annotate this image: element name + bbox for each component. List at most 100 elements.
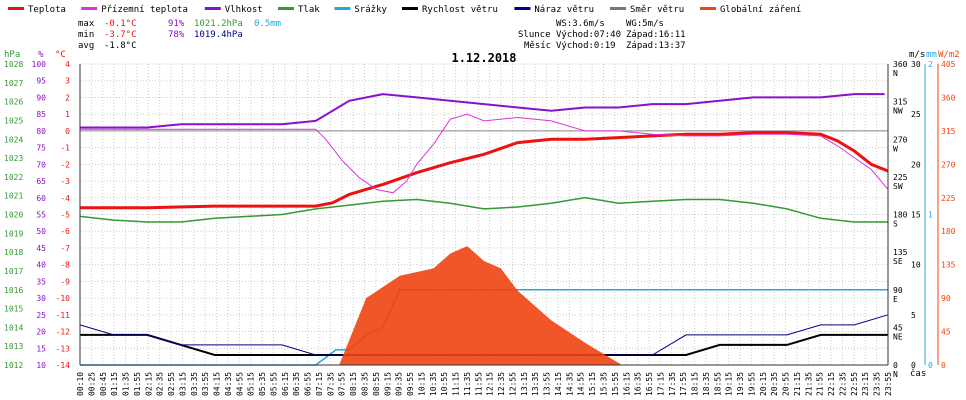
legend-label: Srážky — [354, 5, 387, 15]
wm2-tick-label: 90 — [941, 294, 951, 303]
time-tick-label: 00:45 — [99, 372, 108, 396]
mm-axis-title: mm — [926, 50, 937, 60]
time-tick-label: 15:55 — [611, 372, 620, 396]
stats-min-hum: 78% — [168, 30, 185, 40]
time-tick-label: 13:35 — [531, 372, 540, 396]
time-tick-label: 23:35 — [873, 372, 882, 396]
time-tick-label: 14:55 — [577, 372, 586, 396]
time-tick-label: 03:15 — [178, 372, 187, 396]
dir-tick-label: 360 — [893, 60, 908, 69]
legend-label: Rychlost větru — [422, 5, 498, 15]
pct-tick-label: 30 — [36, 294, 46, 303]
time-tick-label: 09:35 — [395, 372, 404, 396]
degc-tick-label: -13 — [56, 344, 71, 353]
stats-max-temp: -0.1°C — [104, 19, 137, 29]
sunrise-info: Východ:07:40 — [556, 30, 621, 40]
time-tick-label: 08:35 — [361, 372, 370, 396]
degc-tick-label: -6 — [60, 227, 70, 236]
time-tick-label: 11:15 — [452, 372, 461, 396]
time-tick-label: 03:35 — [190, 372, 199, 396]
series-vlhkost — [80, 93, 885, 129]
legend-swatch-Náraz větru — [514, 7, 531, 10]
stats-avg-temp: -1.8°C — [104, 41, 137, 51]
wm2-tick-label: 405 — [941, 60, 956, 69]
time-tick-label: 17:15 — [656, 372, 665, 396]
time-tick-label: 19:55 — [747, 372, 756, 396]
pct-tick-label: 50 — [36, 227, 46, 236]
hpa-tick-label: 1022 — [4, 173, 23, 182]
degc-tick-label: -5 — [60, 211, 70, 220]
pct-tick-label: 40 — [36, 261, 46, 270]
time-tick-label: 08:15 — [349, 372, 358, 396]
wind-speed-info: WS:3.6m/s — [556, 19, 605, 29]
wm2-tick-label: 315 — [941, 127, 956, 136]
dir-tick-label: 315 — [893, 98, 908, 107]
time-tick-label: 09:15 — [383, 372, 392, 396]
dir-tick-label: 270 — [893, 135, 908, 144]
degc-tick-label: 3 — [65, 77, 70, 86]
pct-tick-label: 85 — [36, 110, 46, 119]
ms-tick-label: 20 — [911, 160, 921, 169]
time-tick-label: 06:55 — [304, 372, 313, 396]
hpa-tick-label: 1017 — [4, 267, 23, 276]
moonset-info: Západ:13:37 — [626, 41, 686, 51]
time-tick-label: 14:35 — [565, 372, 574, 396]
mm-tick-label: 1 — [928, 211, 933, 220]
time-tick-label: 01:35 — [122, 372, 131, 396]
degc-tick-label: -7 — [60, 244, 70, 253]
stats-max-label: max — [78, 19, 95, 29]
hpa-tick-label: 1016 — [4, 286, 23, 295]
ms-axis-title: m/s — [909, 50, 925, 60]
sunset-info: Západ:16:11 — [626, 30, 686, 40]
time-tick-label: 13:55 — [543, 372, 552, 396]
time-tick-label: 15:15 — [588, 372, 597, 396]
time-tick-label: 10:55 — [440, 372, 449, 396]
time-tick-label: 00:25 — [87, 372, 96, 396]
wm2-tick-label: 225 — [941, 194, 956, 203]
time-axis-title: čas — [910, 368, 926, 379]
time-tick-label: 04:55 — [235, 372, 244, 396]
time-tick-label: 08:55 — [372, 372, 381, 396]
time-tick-label: 10:15 — [417, 372, 426, 396]
degc-tick-label: -3 — [60, 177, 70, 186]
pct-tick-label: 80 — [36, 127, 46, 136]
dir-compass-label: S — [893, 220, 898, 229]
time-tick-label: 11:55 — [474, 372, 483, 396]
dir-tick-label: 90 — [893, 286, 903, 295]
hpa-tick-label: 1018 — [4, 248, 23, 257]
time-tick-label: 16:15 — [622, 372, 631, 396]
time-tick-label: 20:55 — [782, 372, 791, 396]
dir-tick-label: 135 — [893, 248, 908, 257]
hpa-tick-label: 1015 — [4, 305, 23, 314]
ms-tick-label: 10 — [911, 261, 921, 270]
dir-compass-label: W — [893, 144, 898, 153]
time-tick-label: 12:15 — [486, 372, 495, 396]
mm-tick-label: 2 — [928, 60, 933, 69]
time-tick-label: 12:55 — [508, 372, 517, 396]
stats-block: max -0.1°C 91% 1021.2hPa 0.5mm min -3.7°… — [78, 19, 281, 51]
degc-tick-label: -2 — [60, 160, 70, 169]
hpa-axis-title: hPa — [4, 50, 20, 60]
series-p-zemn-teplota — [80, 113, 889, 194]
degc-tick-label: -9 — [60, 277, 70, 286]
dir-compass-label: N — [893, 69, 898, 78]
moonrise-info: Východ:0:19 — [556, 41, 616, 51]
degc-tick-label: -11 — [56, 311, 71, 320]
hpa-tick-label: 1025 — [4, 116, 23, 125]
legend-label: Náraz větru — [534, 5, 594, 15]
degc-tick-label: -4 — [60, 194, 70, 203]
hpa-tick-label: 1012 — [4, 361, 23, 370]
legend-label: Globální záření — [720, 5, 801, 15]
degc-tick-label: -8 — [60, 261, 70, 270]
stats-min-label: min — [78, 30, 94, 40]
time-tick-label: 21:35 — [804, 372, 813, 396]
time-tick-label: 05:15 — [247, 372, 256, 396]
pct-tick-label: 45 — [36, 244, 46, 253]
stats-min-press: 1019.4hPa — [194, 30, 243, 40]
time-tick-label: 07:35 — [326, 372, 335, 396]
degc-tick-label: 1 — [65, 110, 70, 119]
legend-swatch-Přízemní teplota — [81, 7, 98, 10]
time-tick-label: 01:15 — [110, 372, 119, 396]
dir-tick-label: 0 — [893, 361, 898, 370]
